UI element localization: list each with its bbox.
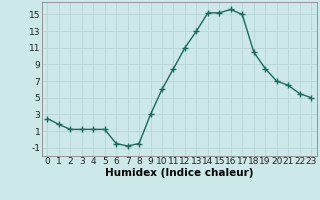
X-axis label: Humidex (Indice chaleur): Humidex (Indice chaleur)	[105, 168, 253, 178]
